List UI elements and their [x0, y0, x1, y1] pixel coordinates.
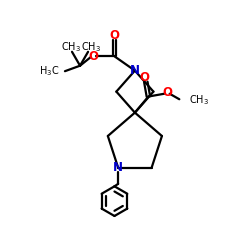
Text: O: O — [162, 86, 172, 99]
Text: O: O — [140, 71, 149, 84]
Text: O: O — [110, 30, 120, 43]
Text: O: O — [88, 50, 98, 63]
Text: CH$_3$: CH$_3$ — [61, 40, 81, 54]
Text: CH$_3$: CH$_3$ — [189, 94, 209, 108]
Text: CH$_3$: CH$_3$ — [80, 40, 100, 54]
Text: N: N — [130, 64, 140, 77]
Text: H$_3$C: H$_3$C — [39, 64, 60, 78]
Text: N: N — [113, 161, 123, 174]
